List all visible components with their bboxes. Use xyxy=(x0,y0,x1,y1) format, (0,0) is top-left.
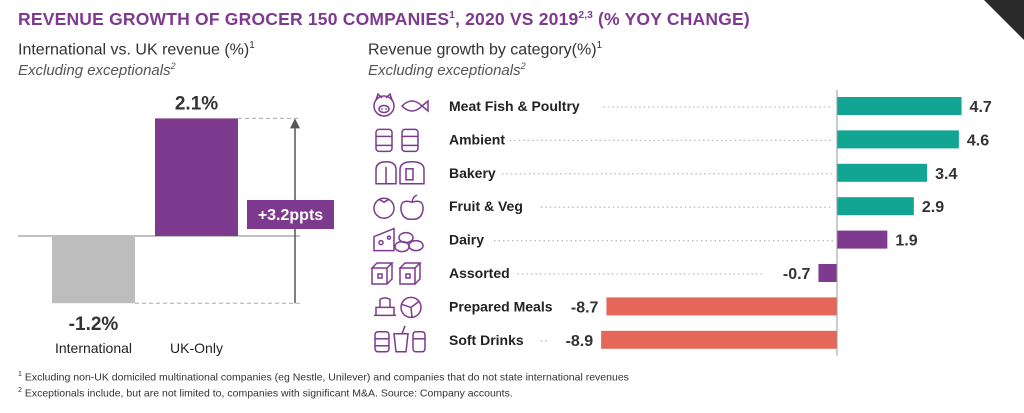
bar-bakery xyxy=(837,163,928,182)
category-label: Bakery xyxy=(449,165,496,181)
category-label: Assorted xyxy=(449,265,510,281)
category-label: UK-Only xyxy=(170,340,223,356)
value-label: -8.9 xyxy=(566,333,594,350)
drinks-icon xyxy=(374,325,426,353)
pig-fish-icon xyxy=(373,92,429,117)
bar-prepared-meals xyxy=(606,297,837,316)
cans-icon xyxy=(375,128,419,153)
gap-annotation-box xyxy=(247,200,334,229)
category-label: International xyxy=(55,340,132,356)
bar-ambient xyxy=(837,130,959,149)
international-vs-uk-chart: -1.2% International 2.1% UK-Only +3.2ppts xyxy=(18,93,334,356)
value-label: 2.1% xyxy=(175,93,218,114)
bar-fruit-veg xyxy=(837,197,914,216)
bar-international xyxy=(52,236,135,304)
category-label: Soft Drinks xyxy=(449,332,524,348)
category-label: Meat Fish & Poultry xyxy=(449,98,580,114)
category-label: Dairy xyxy=(449,232,484,248)
left-chart-heading: International vs. UK revenue (%)1 xyxy=(18,40,255,59)
boxes-icon xyxy=(370,262,422,285)
value-label: 1.9 xyxy=(895,233,917,250)
page-title: REVENUE GROWTH OF GROCER 150 COMPANIES1,… xyxy=(18,9,750,29)
category-growth-chart: Meat Fish & Poultry 4.7 Ambient 4.6 Bakery 3.… xyxy=(370,90,992,356)
bread-icon xyxy=(375,161,425,185)
value-label: 2.9 xyxy=(922,199,944,216)
bar-soft-drinks xyxy=(601,330,837,349)
gap-annotation-label: +3.2ppts xyxy=(258,207,323,224)
right-chart-heading: Revenue growth by category(%)1 xyxy=(368,40,603,59)
arrow-head xyxy=(290,118,300,129)
bar-dairy xyxy=(837,230,888,249)
category-label: Prepared Meals xyxy=(449,298,553,314)
value-label: 4.7 xyxy=(970,99,992,116)
cheese-eggs-icon xyxy=(373,227,424,253)
category-label: Ambient xyxy=(449,131,505,147)
left-chart-note: Excluding exceptionals2 xyxy=(18,61,176,79)
value-label: -8.7 xyxy=(571,299,599,316)
fruit-icon xyxy=(373,194,424,221)
corner-decoration xyxy=(984,0,1024,40)
bar-uk-only xyxy=(155,118,238,236)
category-label: Fruit & Veg xyxy=(449,198,523,214)
bar-meat-fish-poultry xyxy=(837,97,962,115)
meal-icon xyxy=(374,296,422,319)
bar-assorted xyxy=(818,264,837,282)
value-label: 3.4 xyxy=(935,166,957,183)
footnote-1: 1 Excluding non-UK domiciled multination… xyxy=(18,371,629,384)
footnote-2: 2 Exceptionals include, but are not limi… xyxy=(18,387,513,400)
value-label: -1.2% xyxy=(69,314,119,335)
right-chart-note: Excluding exceptionals2 xyxy=(368,61,526,79)
value-label: 4.6 xyxy=(967,132,989,149)
value-label: -0.7 xyxy=(783,266,811,283)
